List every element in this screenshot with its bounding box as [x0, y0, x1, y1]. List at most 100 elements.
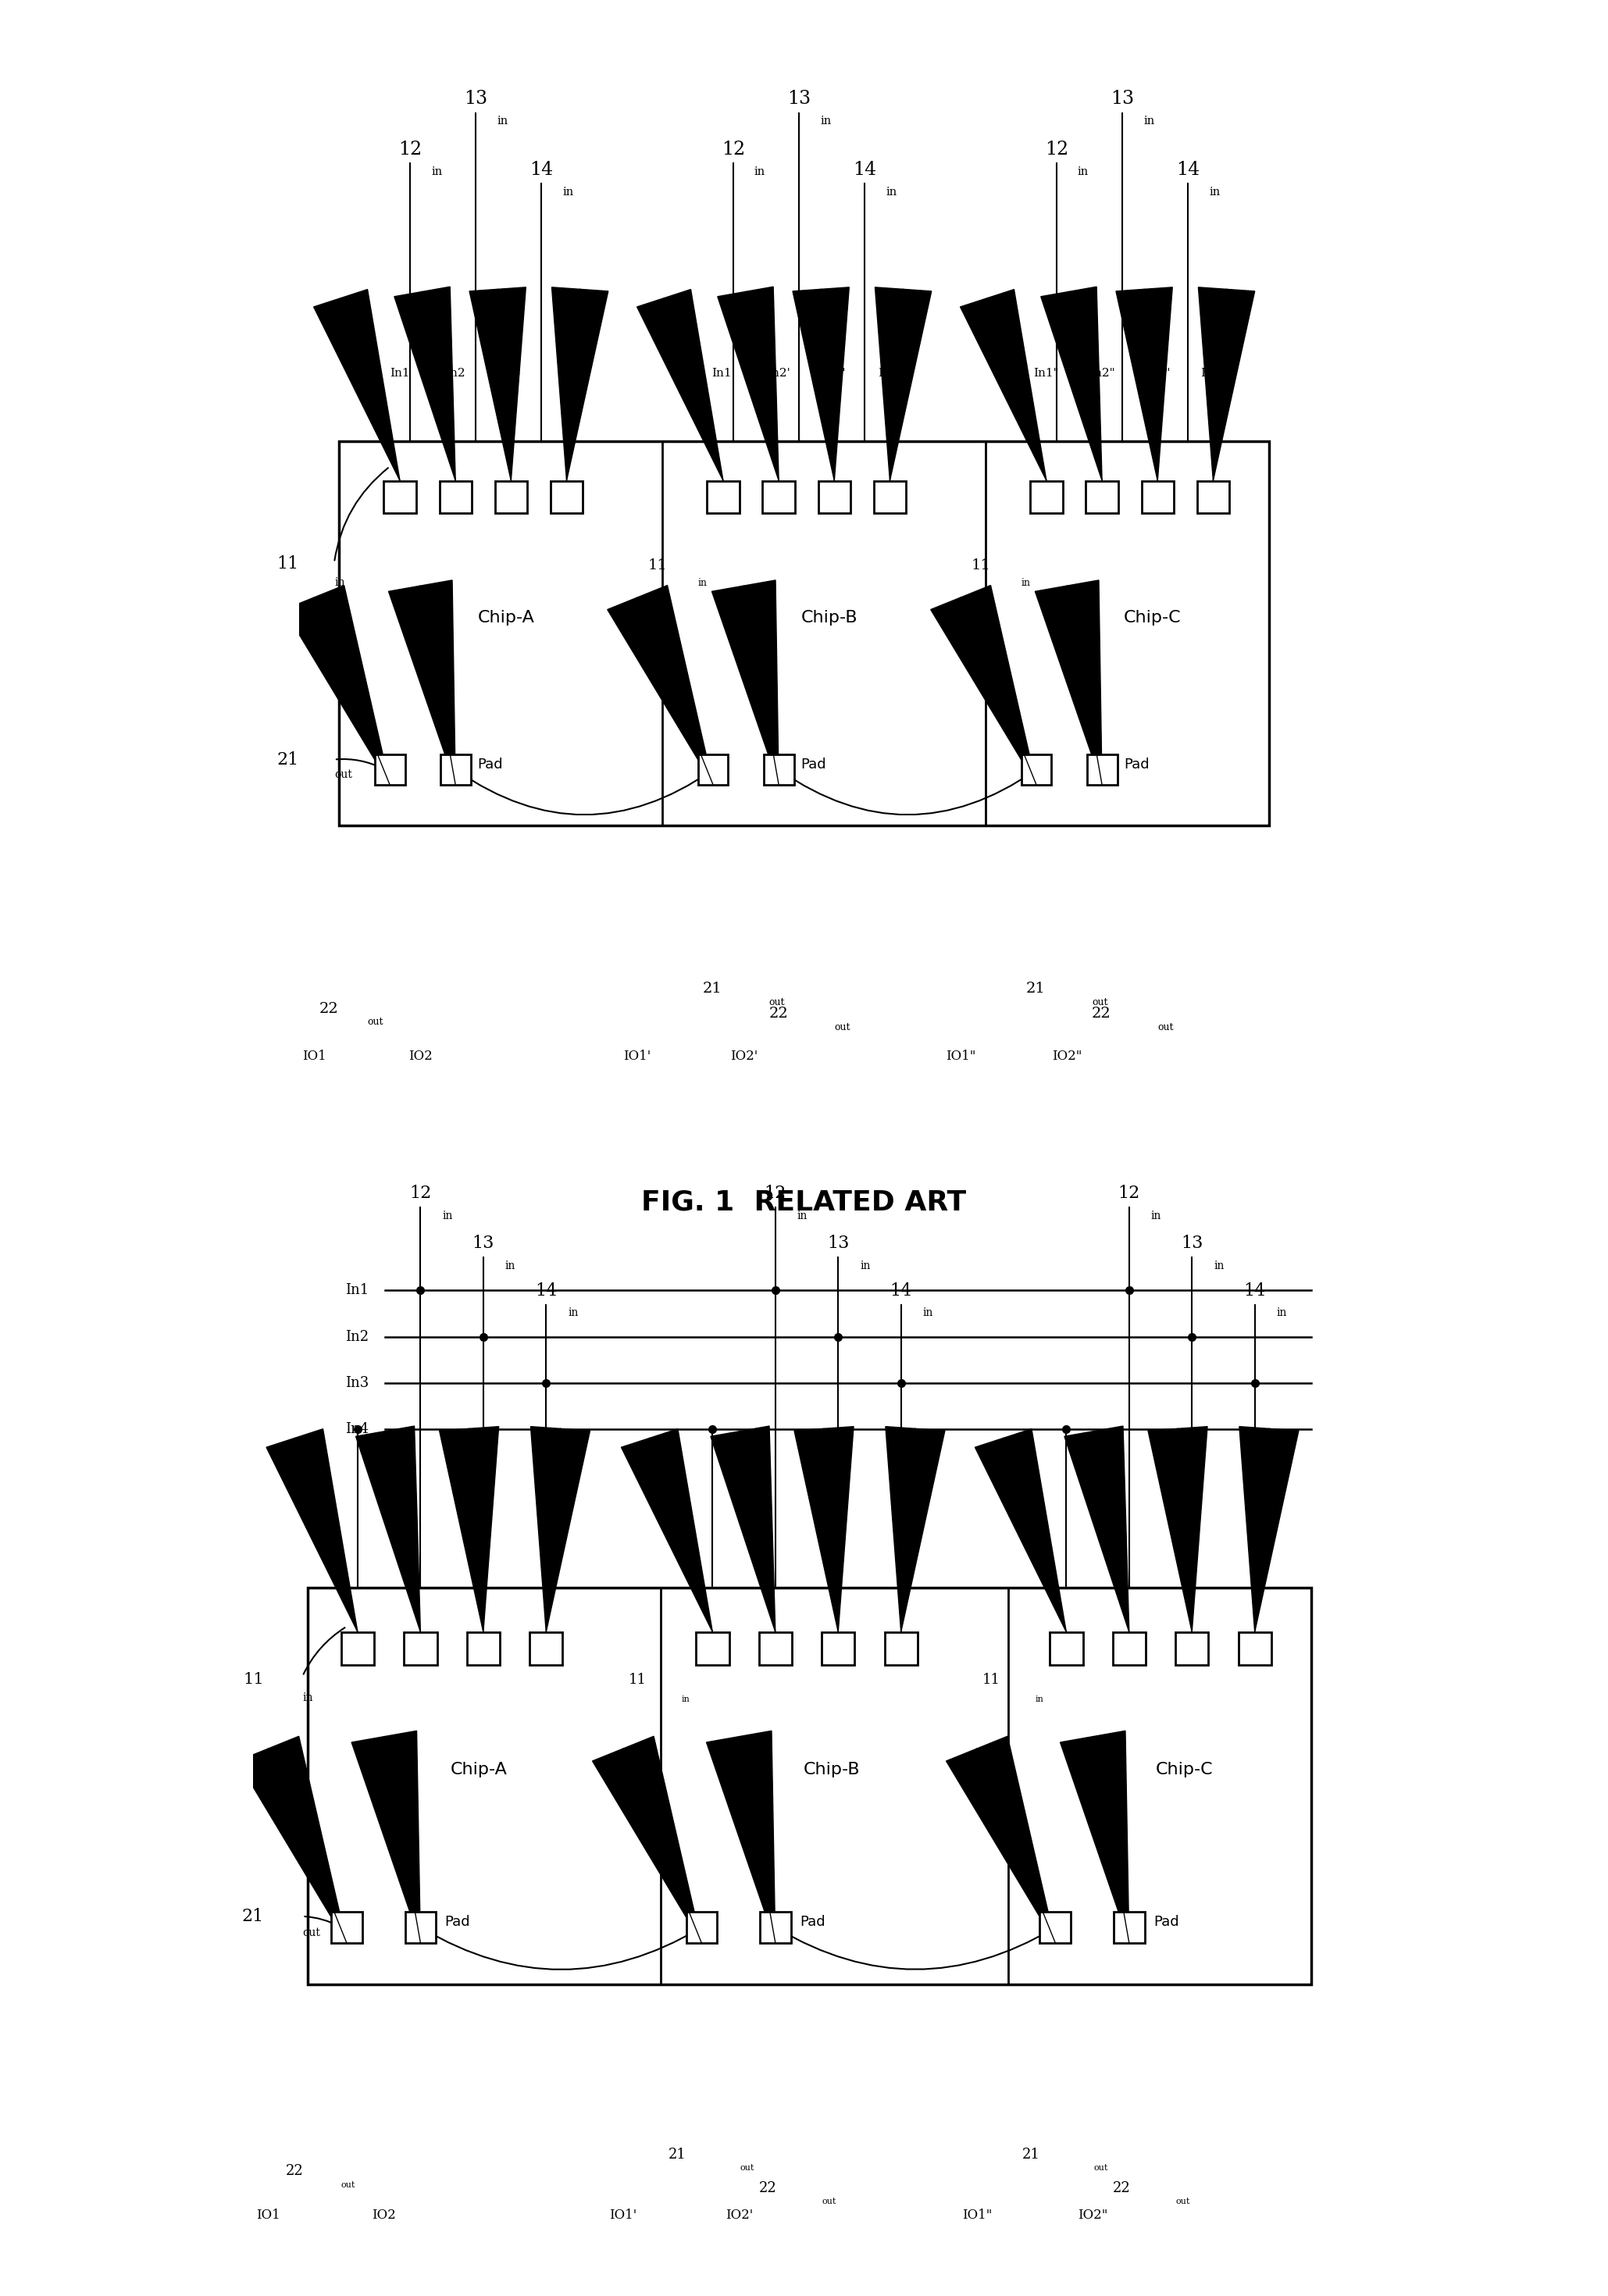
- Text: 22: 22: [1113, 2181, 1130, 2195]
- Text: 12: 12: [1045, 140, 1068, 158]
- Bar: [439, 480, 471, 512]
- Polygon shape: [1116, 287, 1172, 480]
- Bar: [341, 1632, 375, 1665]
- Text: IO2': IO2': [725, 2209, 753, 2223]
- Polygon shape: [793, 287, 849, 480]
- Bar: [1087, 755, 1118, 785]
- Text: in: in: [431, 165, 442, 177]
- Bar: [1114, 1913, 1145, 1942]
- Text: In1: In1: [346, 1283, 368, 1297]
- Bar: [884, 1632, 918, 1665]
- Bar: [384, 480, 416, 512]
- Polygon shape: [285, 585, 389, 785]
- Polygon shape: [267, 1428, 357, 1632]
- Bar: [759, 1632, 791, 1665]
- Text: 13: 13: [473, 1235, 494, 1251]
- Text: 11: 11: [971, 558, 991, 572]
- Text: 21: 21: [241, 1908, 264, 1924]
- Text: In3': In3': [823, 367, 846, 379]
- Text: Chip-B: Chip-B: [802, 1761, 860, 1777]
- Polygon shape: [712, 581, 778, 785]
- Text: 22: 22: [318, 1001, 338, 1017]
- Polygon shape: [389, 581, 455, 785]
- Bar: [404, 1632, 437, 1665]
- Text: 12: 12: [1118, 1185, 1140, 1203]
- Polygon shape: [960, 289, 1047, 480]
- Polygon shape: [355, 1426, 420, 1632]
- Polygon shape: [314, 289, 400, 480]
- Text: In1: In1: [389, 367, 410, 379]
- Text: in: in: [442, 1210, 452, 1221]
- Polygon shape: [711, 1426, 775, 1632]
- Text: in: in: [682, 1697, 690, 1704]
- Polygon shape: [592, 1736, 701, 1942]
- Text: FIG. 1  RELATED ART: FIG. 1 RELATED ART: [642, 1189, 966, 1215]
- Text: Chip-C: Chip-C: [1124, 611, 1182, 627]
- Text: in: in: [334, 576, 344, 588]
- Text: in: in: [1214, 1261, 1224, 1272]
- Text: Chip-A: Chip-A: [478, 611, 534, 627]
- Polygon shape: [717, 287, 778, 480]
- Bar: [495, 480, 527, 512]
- Bar: [1238, 1632, 1272, 1665]
- Text: in: in: [505, 1261, 516, 1272]
- Bar: [1021, 755, 1052, 785]
- Text: in: in: [1077, 165, 1089, 177]
- Polygon shape: [637, 289, 724, 480]
- Text: 13: 13: [788, 90, 810, 108]
- Polygon shape: [1064, 1426, 1129, 1632]
- Polygon shape: [1040, 287, 1101, 480]
- Text: IO2': IO2': [730, 1049, 757, 1063]
- Text: 12: 12: [764, 1185, 786, 1203]
- Text: IO2": IO2": [1077, 2209, 1108, 2223]
- Text: out: out: [1093, 2165, 1108, 2172]
- Text: 14: 14: [852, 161, 876, 179]
- Text: In3: In3: [346, 1375, 368, 1389]
- Text: IO1": IO1": [962, 2209, 992, 2223]
- Text: In3: In3: [502, 367, 521, 379]
- Polygon shape: [1036, 581, 1101, 785]
- Polygon shape: [608, 585, 712, 785]
- Text: 11: 11: [629, 1674, 646, 1688]
- Text: IO1": IO1": [946, 1049, 976, 1063]
- Text: Pad: Pad: [445, 1915, 470, 1929]
- Bar: [873, 480, 905, 512]
- Text: 14: 14: [889, 1281, 912, 1300]
- Text: 11: 11: [982, 1674, 1000, 1688]
- Text: 13: 13: [1180, 1235, 1203, 1251]
- Polygon shape: [394, 287, 455, 480]
- Text: in: in: [1021, 579, 1031, 588]
- Text: Pad: Pad: [801, 758, 827, 771]
- Bar: [339, 441, 1269, 824]
- Text: 14: 14: [1243, 1281, 1265, 1300]
- Text: In2: In2: [346, 1329, 368, 1343]
- Text: In2: In2: [445, 367, 465, 379]
- Bar: [708, 480, 740, 512]
- Text: 21: 21: [1023, 2147, 1040, 2163]
- Text: out: out: [368, 1017, 384, 1026]
- Bar: [1040, 1913, 1071, 1942]
- Bar: [441, 755, 471, 785]
- Bar: [1050, 1632, 1082, 1665]
- Text: 21: 21: [669, 2147, 687, 2163]
- Text: 11: 11: [277, 556, 299, 572]
- Text: 22: 22: [1092, 1008, 1111, 1022]
- Text: In1': In1': [712, 367, 735, 379]
- Bar: [1196, 480, 1230, 512]
- Polygon shape: [238, 1736, 347, 1942]
- Bar: [550, 480, 582, 512]
- Polygon shape: [352, 1731, 420, 1942]
- Text: In4": In4": [1201, 367, 1225, 379]
- Text: IO2": IO2": [1052, 1049, 1082, 1063]
- Text: In4: In4: [346, 1421, 368, 1437]
- Text: 22: 22: [769, 1008, 788, 1022]
- Bar: [764, 755, 794, 785]
- Bar: [1175, 1632, 1209, 1665]
- Text: 12: 12: [399, 140, 421, 158]
- Text: in: in: [563, 186, 574, 197]
- Polygon shape: [794, 1426, 854, 1632]
- Bar: [761, 1913, 791, 1942]
- Text: Pad: Pad: [1153, 1915, 1179, 1929]
- Text: in: in: [1151, 1210, 1161, 1221]
- Text: Pad: Pad: [1124, 758, 1150, 771]
